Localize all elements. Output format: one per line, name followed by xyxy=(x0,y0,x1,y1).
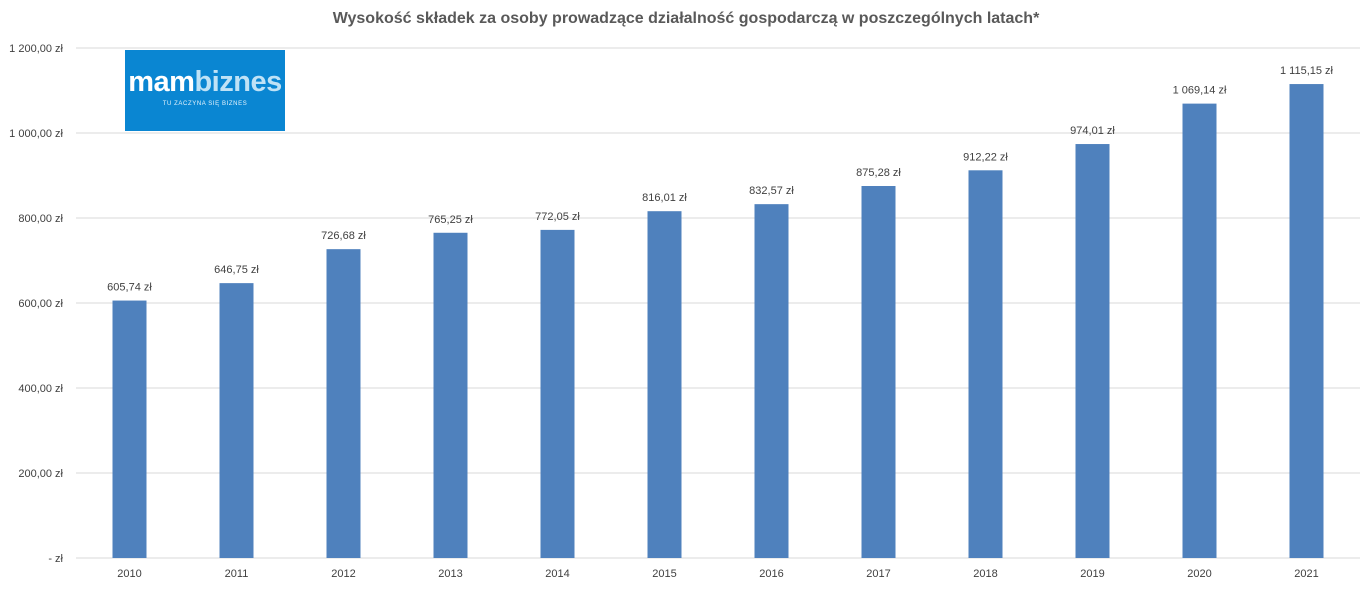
logo-wordmark: mambiznes xyxy=(125,66,285,98)
bar xyxy=(647,211,682,559)
x-tick-label: 2020 xyxy=(1187,568,1211,580)
data-label: 726,68 zł xyxy=(321,230,366,242)
y-tick-label: 600,00 zł xyxy=(18,298,63,310)
data-label: 765,25 zł xyxy=(428,214,473,226)
x-tick-label: 2013 xyxy=(438,568,462,580)
bar xyxy=(1289,84,1324,558)
y-tick-label: 1 200,00 zł xyxy=(9,43,63,55)
y-tick-label: - zł xyxy=(48,553,63,565)
bar xyxy=(754,204,789,558)
data-label: 605,74 zł xyxy=(107,282,152,294)
data-label: 832,57 zł xyxy=(749,185,794,197)
x-tick-label: 2012 xyxy=(331,568,355,580)
x-tick-label: 2014 xyxy=(545,568,569,580)
x-tick-label: 2017 xyxy=(866,568,890,580)
bar xyxy=(1182,103,1217,558)
x-tick-label: 2011 xyxy=(225,568,249,580)
x-tick-label: 2015 xyxy=(652,568,676,580)
y-tick-label: 1 000,00 zł xyxy=(9,128,63,140)
data-label: 772,05 zł xyxy=(535,211,580,223)
bar xyxy=(219,283,254,558)
logo-tagline: TU ZACZYNA SIĘ BIZNES xyxy=(162,101,248,107)
data-label: 974,01 zł xyxy=(1070,125,1115,137)
y-tick-label: 200,00 zł xyxy=(18,468,63,480)
x-tick-label: 2016 xyxy=(759,568,783,580)
data-label: 1 115,15 zł xyxy=(1280,65,1334,77)
logo-text-mam: mam xyxy=(128,66,195,98)
x-tick-label: 2010 xyxy=(117,568,141,580)
data-label: 1 069,14 zł xyxy=(1173,85,1227,97)
bar xyxy=(968,170,1003,558)
bar xyxy=(540,229,575,558)
x-tick-label: 2021 xyxy=(1294,568,1318,580)
x-tick-label: 2018 xyxy=(973,568,997,580)
x-tick-label: 2019 xyxy=(1080,568,1104,580)
bar xyxy=(112,300,147,558)
bar xyxy=(861,186,896,559)
logo-text-biznes: biznes xyxy=(194,66,282,98)
chart-title: Wysokość składek za osoby prowadzące dzi… xyxy=(332,10,1040,27)
data-label: 816,01 zł xyxy=(642,192,687,204)
mambiznes-logo: mambiznes TU ZACZYNA SIĘ BIZNES xyxy=(125,50,285,131)
bar xyxy=(1075,144,1110,558)
y-tick-label: 400,00 zł xyxy=(18,383,63,395)
bar xyxy=(326,249,361,558)
data-label: 646,75 zł xyxy=(214,264,259,276)
bar xyxy=(433,232,468,559)
data-label: 912,22 zł xyxy=(963,151,1008,163)
y-tick-label: 800,00 zł xyxy=(18,213,63,225)
data-label: 875,28 zł xyxy=(856,167,901,179)
